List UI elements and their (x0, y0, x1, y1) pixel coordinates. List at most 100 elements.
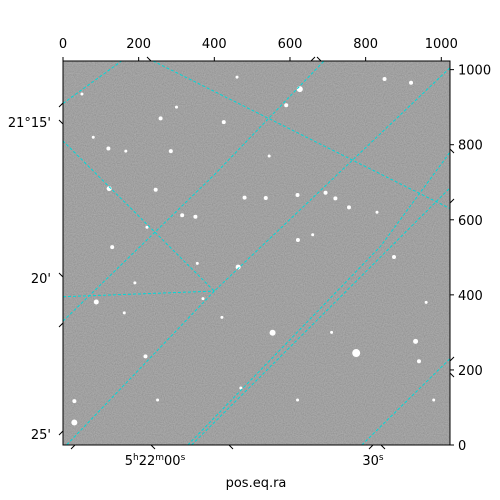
star (432, 398, 436, 402)
star (296, 86, 303, 93)
top-tick-label: 1000 (425, 37, 458, 52)
wcs-tick-mark (228, 444, 234, 450)
star (295, 193, 300, 198)
star (110, 245, 115, 250)
star (71, 419, 78, 426)
star (392, 254, 397, 259)
star (133, 281, 137, 285)
star (295, 238, 300, 243)
top-tick-label: 0 (59, 37, 67, 52)
right-pixel-axis: 0 200 400 600 800 1000 (450, 64, 491, 454)
dec-tick-label: 20' (31, 272, 51, 287)
star (413, 338, 419, 344)
grid-line-ra (187, 151, 450, 445)
star (323, 190, 328, 195)
wcs-tick-mark (449, 198, 455, 204)
grid-line-ra (63, 61, 122, 104)
star (375, 210, 379, 214)
top-tick-label: 800 (353, 37, 378, 52)
wcs-tick-mark (449, 372, 455, 378)
right-tick-label: 0 (458, 439, 466, 454)
right-tick-label: 200 (458, 364, 483, 379)
star (296, 398, 300, 402)
star (158, 116, 163, 121)
right-tick-label: 800 (458, 139, 483, 154)
wcs-tick-mark (58, 102, 64, 108)
star (235, 264, 241, 270)
star (168, 149, 173, 154)
dec-axis: 21°15' 20' 25' (8, 116, 51, 443)
image-noise (63, 61, 450, 445)
star (220, 315, 224, 319)
grid-line-ra (63, 67, 450, 292)
star (174, 105, 178, 109)
wcs-tick-mark (70, 444, 76, 450)
star (267, 154, 271, 158)
right-tick-label: 400 (458, 289, 483, 304)
ra-tick-label: 30s (362, 453, 384, 469)
star (221, 120, 226, 125)
grid-line-dec (63, 61, 325, 322)
dec-tick-label: 25' (31, 428, 51, 443)
star (239, 386, 243, 390)
ra-tick-label: 5h22m00s (125, 453, 186, 469)
star (284, 103, 289, 108)
dec-tick-label: 21°15' (8, 116, 51, 131)
star (91, 135, 95, 139)
star (106, 146, 111, 151)
wcs-tick-mark (146, 56, 152, 62)
star (122, 311, 126, 315)
star (72, 399, 77, 404)
top-tick-label: 200 (126, 37, 151, 52)
wcs-tick-mark (310, 56, 316, 62)
wcs-tick-mark (150, 444, 156, 450)
star (333, 196, 338, 201)
star (416, 359, 421, 364)
wcs-tick-mark (380, 444, 386, 450)
grid-line-dec (361, 358, 450, 445)
top-pixel-axis: 0 200 400 600 800 1000 (59, 37, 458, 61)
star (269, 329, 276, 336)
star (346, 205, 351, 210)
grid-line-dec (191, 187, 450, 445)
coordinate-grid (63, 61, 450, 445)
ra-axis: 5h22m00s 30s pos.eq.ra (125, 453, 384, 491)
plot-frame (62, 60, 451, 446)
star (235, 75, 239, 79)
grid-line-ra (152, 61, 450, 209)
star (263, 196, 268, 201)
star (145, 225, 149, 229)
star (180, 213, 185, 218)
star (153, 187, 158, 192)
wcs-tick-mark (449, 356, 455, 362)
wcs-tick-mark (368, 444, 374, 450)
wcs-tick-mark (58, 430, 64, 436)
star (143, 354, 148, 359)
star (352, 349, 361, 358)
star (80, 92, 84, 96)
star (424, 300, 428, 304)
grid-line-ra (63, 290, 215, 298)
sky-image (63, 61, 450, 445)
top-tick-label: 600 (278, 37, 303, 52)
wcs-tick-mark (316, 56, 322, 62)
grid-line-ra (65, 290, 215, 445)
star (93, 299, 99, 305)
wcs-tick-mark (58, 272, 64, 278)
star (330, 330, 334, 334)
right-tick-label: 600 (458, 214, 483, 229)
x-axis-title: pos.eq.ra (226, 476, 287, 491)
star (193, 214, 198, 219)
wcs-tick-mark (58, 119, 64, 125)
star (195, 261, 199, 265)
star (156, 398, 160, 402)
right-tick-label: 1000 (458, 64, 491, 79)
star (201, 297, 205, 301)
wcs-tick-mark (58, 322, 64, 328)
star (242, 195, 247, 200)
wcs-tick-marks (58, 56, 455, 450)
star (124, 149, 128, 153)
star (409, 80, 414, 85)
wcs-tick-mark (449, 148, 455, 154)
